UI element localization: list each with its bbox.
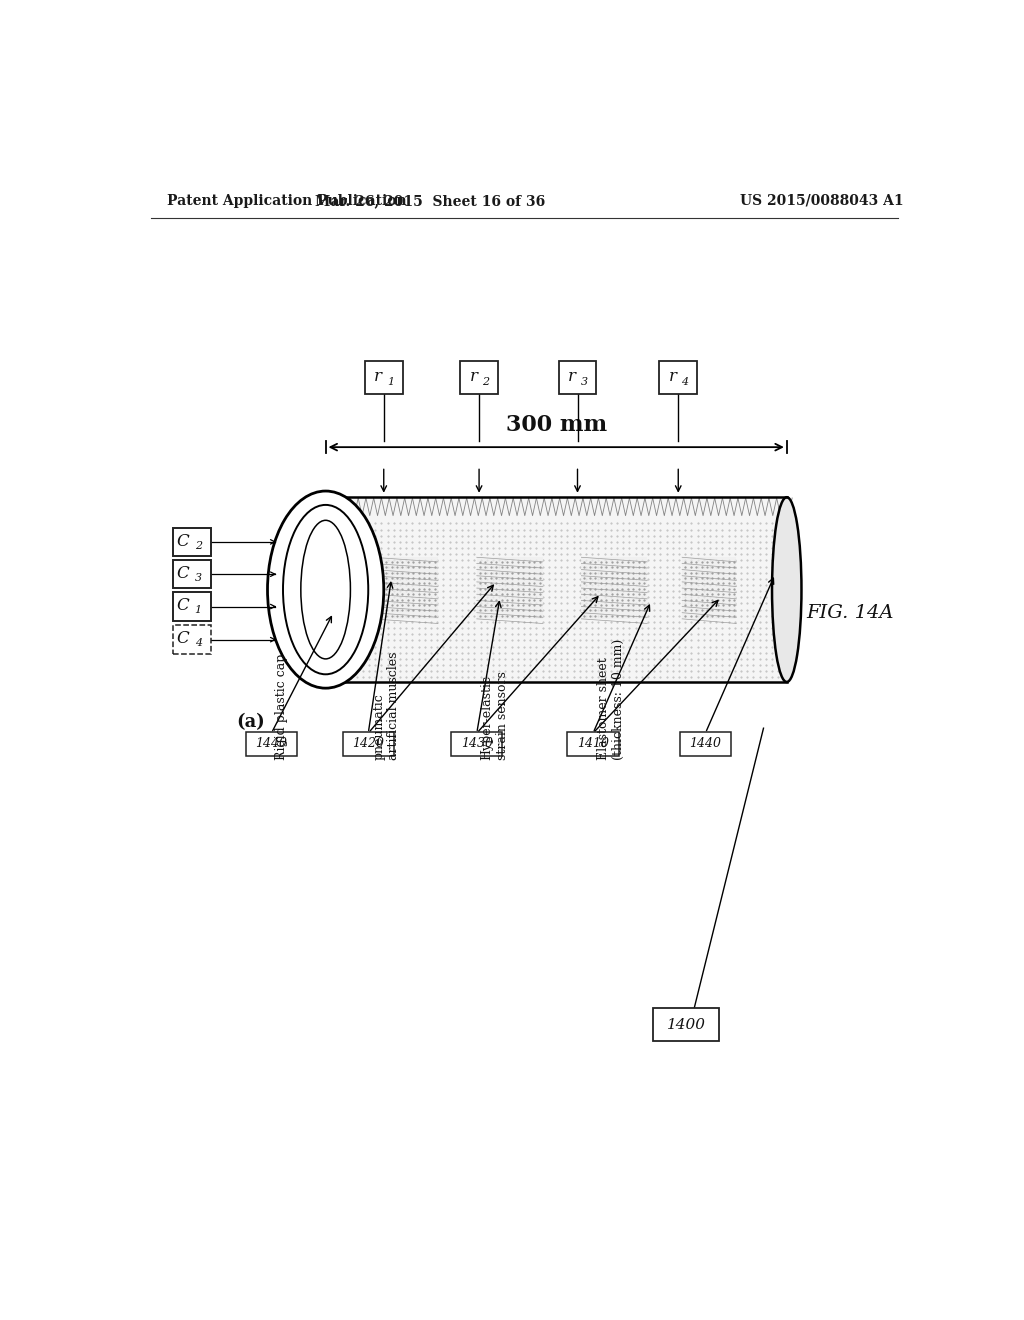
Text: Patent Application Publication: Patent Application Publication <box>167 194 407 207</box>
Text: 1430: 1430 <box>461 737 493 750</box>
Bar <box>326 498 786 682</box>
Text: Mar. 26, 2015  Sheet 16 of 36: Mar. 26, 2015 Sheet 16 of 36 <box>315 194 546 207</box>
Text: 4: 4 <box>681 376 688 387</box>
FancyBboxPatch shape <box>173 560 211 589</box>
Text: 1440: 1440 <box>255 737 288 750</box>
FancyBboxPatch shape <box>343 731 394 755</box>
Text: pneumatic
artificial muscles: pneumatic artificial muscles <box>372 652 400 760</box>
FancyBboxPatch shape <box>246 731 297 755</box>
Text: r: r <box>374 368 382 385</box>
Text: r: r <box>470 368 477 385</box>
Ellipse shape <box>301 520 350 659</box>
FancyBboxPatch shape <box>173 626 211 653</box>
FancyBboxPatch shape <box>173 528 211 556</box>
Text: C: C <box>176 565 189 582</box>
FancyBboxPatch shape <box>653 1008 719 1040</box>
Bar <box>682 557 736 619</box>
Text: r: r <box>568 368 575 385</box>
Bar <box>582 557 647 619</box>
Text: FIG. 14A: FIG. 14A <box>806 603 894 622</box>
Text: C: C <box>176 597 189 614</box>
Bar <box>477 557 543 619</box>
Text: 4: 4 <box>195 639 202 648</box>
Text: φ = 100 mm: φ = 100 mm <box>296 550 309 630</box>
FancyBboxPatch shape <box>173 593 211 620</box>
FancyBboxPatch shape <box>659 362 697 395</box>
Text: 2: 2 <box>195 541 202 550</box>
Text: 1400: 1400 <box>667 1018 706 1032</box>
Text: C: C <box>176 532 189 549</box>
Text: 1440: 1440 <box>689 737 721 750</box>
Text: 1: 1 <box>387 376 394 387</box>
Text: 3: 3 <box>195 573 202 583</box>
Text: 3: 3 <box>581 376 588 387</box>
FancyBboxPatch shape <box>365 362 402 395</box>
FancyBboxPatch shape <box>452 731 503 755</box>
FancyBboxPatch shape <box>567 731 618 755</box>
FancyBboxPatch shape <box>460 362 498 395</box>
Text: C: C <box>176 631 189 647</box>
Bar <box>372 557 438 619</box>
Text: 1420: 1420 <box>352 737 384 750</box>
Text: Elastomer sheet
(thickness: 10 mm): Elastomer sheet (thickness: 10 mm) <box>597 639 625 760</box>
Bar <box>326 498 786 516</box>
Ellipse shape <box>772 498 802 682</box>
Text: r: r <box>669 368 677 385</box>
Text: 1410: 1410 <box>577 737 609 750</box>
Text: 1: 1 <box>195 606 202 615</box>
Text: 300 mm: 300 mm <box>506 414 607 437</box>
Text: 2: 2 <box>482 376 489 387</box>
Ellipse shape <box>267 491 384 688</box>
Ellipse shape <box>283 506 369 675</box>
FancyBboxPatch shape <box>558 362 597 395</box>
Text: US 2015/0088043 A1: US 2015/0088043 A1 <box>740 194 904 207</box>
Text: (a): (a) <box>237 713 265 731</box>
Text: Rigid plastic cap: Rigid plastic cap <box>275 653 288 760</box>
Text: Hyper-elastic
strain sensors: Hyper-elastic strain sensors <box>480 672 509 760</box>
FancyBboxPatch shape <box>680 731 731 755</box>
